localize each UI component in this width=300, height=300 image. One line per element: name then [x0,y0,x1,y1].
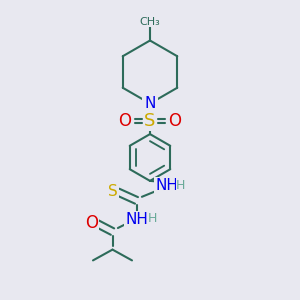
Bar [119,115,131,127]
Text: NH: NH [125,212,148,227]
Bar [143,115,157,127]
Text: S: S [144,112,156,130]
Bar [106,186,119,198]
Text: H: H [147,212,157,225]
Text: H: H [176,179,186,192]
Bar [169,115,181,127]
Text: CH₃: CH₃ [140,16,160,27]
Bar [129,214,144,225]
Text: O: O [118,112,132,130]
Bar [142,98,158,110]
Bar [159,180,174,191]
Text: N: N [144,96,156,111]
Text: O: O [85,214,98,232]
Bar [85,218,98,229]
Text: NH: NH [155,178,178,193]
Text: O: O [168,112,182,130]
Text: S: S [108,184,117,200]
